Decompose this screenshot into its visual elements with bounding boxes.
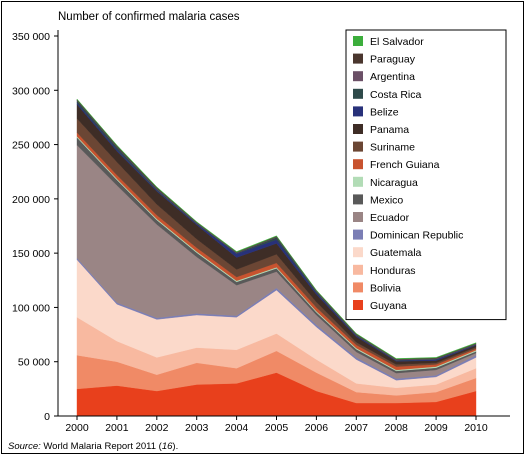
x-tick-label: 2000 (65, 422, 89, 434)
x-tick-label: 2008 (385, 422, 409, 434)
legend-label: Bolivia (370, 282, 401, 294)
y-axis: 0 50 000 100 000 150 000 200 000 250 000 300 0… (12, 30, 59, 423)
y-tick-label: 200 000 (12, 194, 50, 206)
source-ref: 16 (162, 441, 173, 452)
x-tick-label: 2005 (265, 422, 289, 434)
legend-swatch (353, 71, 363, 82)
y-tick-label: 250 000 (12, 140, 50, 152)
legend-swatch (353, 88, 363, 99)
legend-swatch (353, 36, 363, 46)
series-areas (76, 98, 477, 417)
legend-label: Honduras (370, 265, 416, 277)
legend-label: Paraguay (370, 54, 416, 66)
source-note: Source: World Malaria Report 2011 (16). (8, 441, 178, 452)
legend-label: Costa Rica (370, 89, 422, 101)
x-axis: 2000 2001 2002 2003 2004 2005 2006 2007 2008 2009… (58, 415, 510, 434)
legend-label: Panama (370, 124, 409, 136)
area-el-salvador (76, 98, 477, 360)
legend-swatch (353, 264, 363, 275)
legend-swatch (353, 212, 363, 222)
x-tick-label: 2006 (305, 422, 329, 434)
legend-label: Dominican Republic (370, 230, 463, 242)
y-axis-label: Number of confirmed malaria cases (58, 11, 240, 23)
x-tick-label: 2001 (105, 422, 129, 434)
legend-label: Nicaragua (370, 177, 418, 189)
legend-label: Ecuador (370, 212, 410, 224)
y-tick-label: 300 000 (12, 85, 50, 97)
x-tick-label: 2002 (145, 422, 169, 434)
legend-swatch (353, 176, 363, 187)
legend-label: French Guiana (370, 159, 440, 171)
legend-swatch (353, 247, 363, 258)
legend-box (345, 29, 507, 321)
legend: El Salvador Paraguay Argentina Costa Rica Be… (345, 29, 507, 321)
legend-swatch (353, 124, 363, 134)
y-tick-label: 50 000 (18, 357, 50, 369)
x-tick-label: 2004 (225, 422, 249, 434)
source-text: World Malaria Report 2011 ( (41, 441, 163, 452)
y-tick-label: 350 000 (12, 31, 50, 43)
legend-label: Belize (370, 106, 399, 118)
stacked-area-chart: Number of confirmed malaria cases 0 50 00… (8, 11, 510, 452)
x-tick-label: 2010 (464, 422, 488, 434)
legend-swatch (353, 159, 363, 170)
legend-swatch (353, 282, 363, 293)
legend-label: Guatemala (370, 247, 422, 259)
y-tick-label: 150 000 (12, 248, 50, 260)
legend-swatch (353, 141, 363, 152)
legend-swatch (353, 194, 363, 205)
source-suffix: ). (172, 441, 178, 452)
legend-swatch (353, 106, 363, 117)
legend-label: Argentina (370, 71, 415, 83)
x-tick-label: 2007 (345, 422, 369, 434)
legend-label: Guyana (370, 300, 407, 312)
x-tick-label: 2003 (185, 422, 209, 434)
source-prefix: Source: (8, 441, 41, 452)
legend-label: Mexico (370, 194, 403, 206)
legend-label: Suriname (370, 142, 415, 154)
y-tick-label: 100 000 (12, 302, 50, 314)
x-tick-label: 2009 (424, 422, 448, 434)
legend-label: El Salvador (370, 36, 424, 48)
legend-swatch (353, 300, 363, 310)
legend-swatch (353, 229, 363, 240)
y-tick-label: 0 (44, 411, 50, 423)
legend-swatch (353, 53, 363, 64)
